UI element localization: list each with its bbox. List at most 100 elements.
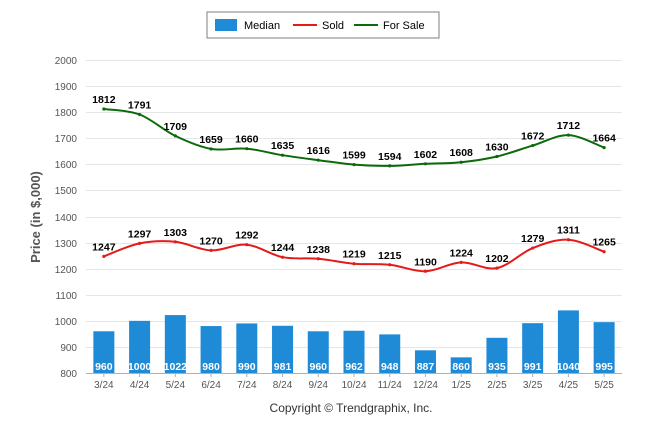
for-sale-point	[209, 147, 213, 151]
for-sale-point	[388, 164, 392, 168]
median-bar-label: 960	[310, 361, 328, 373]
for-sale-point	[316, 158, 320, 162]
x-tick-label: 11/24	[378, 380, 403, 391]
for-sale-point	[245, 147, 249, 151]
median-bar	[129, 320, 151, 373]
sold-value-label: 1247	[92, 241, 116, 253]
y-tick-label: 1800	[55, 108, 78, 119]
for-sale-value-label: 1659	[199, 134, 223, 146]
y-tick-label: 800	[60, 369, 77, 380]
median-legend-label: Median	[244, 20, 280, 32]
median-bar-label: 995	[595, 361, 613, 373]
x-tick-label: 4/24	[130, 380, 150, 391]
for-sale-point	[102, 107, 106, 111]
for-sale-point	[173, 134, 177, 138]
median-bar-label: 991	[524, 361, 542, 373]
y-tick-label: 1000	[55, 317, 78, 328]
for-sale-point	[602, 146, 606, 150]
y-tick-label: 1600	[55, 160, 78, 171]
median-bars	[93, 310, 615, 373]
y-axis-ticks: 800 900 1000 1100 1200 1300 1400 1500 1600 1700 18…	[55, 56, 78, 380]
sold-value-label: 1244	[271, 242, 295, 254]
sold-value-label: 1303	[164, 227, 188, 239]
legend-box	[206, 11, 440, 39]
median-bar	[450, 357, 472, 373]
for-sale-value-label: 1791	[128, 100, 152, 112]
median-bar-label: 1000	[128, 361, 152, 373]
sold-point	[602, 250, 606, 254]
for-sale-point	[423, 162, 428, 166]
median-bar-label: 962	[345, 361, 363, 373]
sold-point	[531, 246, 535, 250]
for-sale-value-label: 1599	[342, 150, 366, 162]
sold-point	[280, 255, 285, 259]
y-tick-label: 1900	[55, 82, 78, 93]
for-sale-value-label: 1660	[235, 134, 259, 146]
y-tick-label: 900	[60, 343, 77, 354]
y-tick-label: 1300	[55, 239, 78, 250]
y-tick-label: 1700	[55, 134, 78, 145]
sold-point	[245, 243, 249, 247]
for-sale-value-label: 1672	[521, 131, 545, 143]
for-sale-value-label: 1812	[92, 94, 116, 106]
for-sale-value-label: 1630	[485, 142, 509, 154]
x-tick-label: 12/24	[413, 380, 438, 391]
x-tick-label: 5/25	[594, 380, 614, 391]
for-sale-value-label: 1608	[450, 147, 474, 159]
for-sale-value-label: 1594	[378, 151, 402, 163]
gridlines	[86, 60, 622, 374]
sold-point	[388, 263, 392, 267]
for-sale-point	[459, 160, 463, 164]
median-bar	[379, 334, 401, 373]
sold-value-label: 1292	[235, 230, 259, 242]
sold-point	[316, 257, 320, 261]
x-tick-label: 3/24	[94, 380, 114, 391]
series-lines	[102, 107, 606, 273]
y-axis-label: Price (in $,000)	[28, 171, 43, 263]
median-bar-label: 935	[488, 361, 506, 373]
for-sale-point	[566, 133, 571, 137]
sold-value-label: 1311	[557, 225, 580, 237]
x-tick-label: 10/24	[341, 380, 366, 391]
sold-value-label: 1215	[378, 250, 402, 262]
median-bar	[343, 330, 365, 373]
sold-point	[102, 254, 106, 259]
sold-point	[495, 266, 499, 270]
sold-value-label: 1297	[128, 228, 152, 240]
median-bar	[593, 322, 615, 373]
x-axis-ticks: 3/24 4/24 5/24 6/24 7/24 8/24 9/24 10/24 11/24 12…	[94, 373, 614, 391]
x-tick-label: 5/24	[166, 380, 186, 391]
x-tick-label: 6/24	[201, 380, 221, 391]
data-labels: 960 1000 1022 980 990 981 960 962 948 887 860 935 99…	[92, 94, 616, 373]
for-sale-value-label: 1712	[557, 120, 581, 132]
sold-legend-label: Sold	[322, 20, 344, 32]
sold-point	[459, 260, 463, 265]
sold-value-label: 1270	[199, 235, 223, 247]
median-bar-label: 981	[274, 361, 292, 373]
for-sale-value-label: 1664	[592, 133, 616, 145]
for-sale-point	[352, 162, 356, 167]
median-bar	[164, 315, 186, 373]
for-sale-point	[138, 112, 142, 117]
sold-point	[138, 241, 142, 245]
median-bar-label: 1022	[164, 361, 188, 373]
median-bar-label: 860	[452, 361, 470, 373]
median-bar-label: 990	[238, 361, 256, 373]
sold-value-label: 1224	[450, 247, 474, 259]
sold-value-label: 1265	[592, 237, 616, 249]
median-bar-label: 887	[417, 361, 435, 373]
median-legend-swatch	[215, 19, 237, 31]
x-tick-label: 7/24	[237, 380, 257, 391]
for-sale-legend-label: For Sale	[383, 20, 425, 32]
x-tick-label: 2/25	[487, 380, 507, 391]
for-sale-point	[280, 153, 285, 157]
median-bar-label: 1040	[557, 361, 581, 373]
y-tick-label: 1200	[55, 265, 78, 276]
sold-value-label: 1279	[521, 233, 545, 245]
sold-value-label: 1202	[485, 253, 509, 265]
y-tick-label: 1400	[55, 213, 78, 224]
for-sale-value-label: 1709	[164, 121, 188, 133]
for-sale-value-label: 1602	[414, 149, 438, 161]
median-bar-label: 948	[381, 361, 399, 373]
